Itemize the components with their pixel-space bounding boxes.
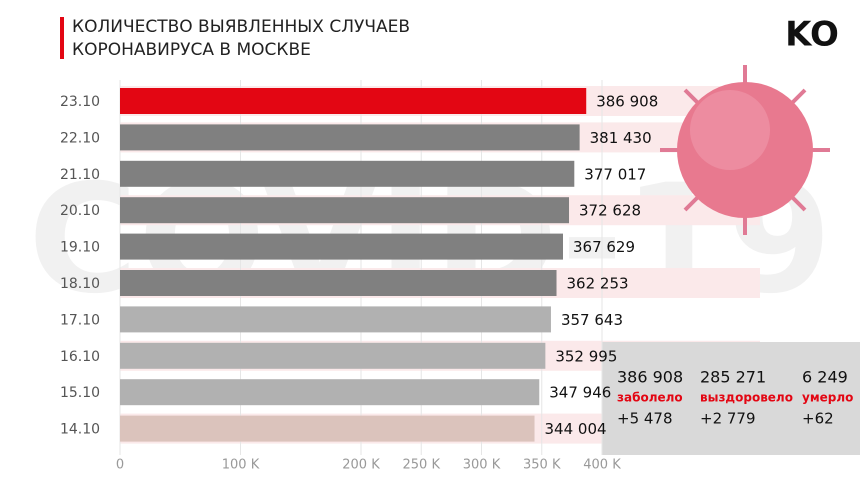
bar bbox=[120, 306, 551, 333]
bar bbox=[120, 124, 580, 151]
stats-box bbox=[602, 342, 860, 455]
bar bbox=[120, 88, 587, 114]
chart-title: КОРОНАВИРУСА В МОСКВЕ bbox=[72, 40, 311, 60]
x-tick-label: 200 K bbox=[342, 458, 380, 473]
y-tick-label: 15.10 bbox=[60, 385, 100, 401]
y-tick-label: 19.10 bbox=[60, 240, 100, 256]
value-label: 352 995 bbox=[555, 347, 617, 365]
value-label: 367 629 bbox=[573, 238, 635, 256]
y-tick-label: 14.10 bbox=[60, 422, 100, 438]
bar bbox=[120, 415, 535, 442]
bar bbox=[120, 233, 563, 260]
logo: KO bbox=[785, 15, 839, 55]
y-tick-label: 21.10 bbox=[60, 167, 100, 183]
x-tick-label: 100 K bbox=[222, 458, 260, 473]
y-tick-label: 23.10 bbox=[60, 94, 100, 110]
bar bbox=[120, 342, 546, 369]
y-tick-label: 17.10 bbox=[60, 312, 100, 328]
stat-change: +5 478 bbox=[617, 410, 673, 428]
x-tick-label: 250 K bbox=[403, 458, 441, 473]
y-tick-label: 22.10 bbox=[60, 130, 100, 146]
stat-label: заболело bbox=[617, 391, 683, 405]
value-label: 347 946 bbox=[549, 384, 611, 402]
y-tick-label: 20.10 bbox=[60, 203, 100, 219]
value-label: 372 628 bbox=[579, 202, 641, 220]
stat-change: +62 bbox=[802, 410, 834, 428]
value-label: 377 017 bbox=[584, 165, 646, 183]
bar bbox=[120, 197, 570, 224]
bar bbox=[120, 160, 575, 187]
stat-change: +2 779 bbox=[700, 410, 756, 428]
chart-title: КОЛИЧЕСТВО ВЫЯВЛЕННЫХ СЛУЧАЕВ bbox=[72, 17, 410, 37]
x-tick-label: 0 bbox=[116, 458, 124, 473]
stat-label: умерло bbox=[802, 391, 853, 405]
y-tick-label: 18.10 bbox=[60, 276, 100, 292]
title-accent bbox=[60, 17, 64, 59]
stat-value: 386 908 bbox=[617, 368, 683, 387]
stat-value: 285 271 bbox=[700, 368, 766, 387]
x-tick-label: 300 K bbox=[463, 458, 501, 473]
stat-label: выздоровело bbox=[700, 391, 793, 405]
stat-value: 6 249 bbox=[802, 368, 848, 387]
bar bbox=[120, 379, 540, 406]
x-tick-label: 400 K bbox=[583, 458, 621, 473]
value-label: 344 004 bbox=[545, 420, 607, 438]
value-label: 357 643 bbox=[561, 311, 623, 329]
value-label: 362 253 bbox=[567, 275, 629, 293]
value-label: 381 430 bbox=[590, 129, 652, 147]
bar bbox=[120, 270, 557, 296]
virus-illustration bbox=[660, 65, 830, 235]
value-label: 386 908 bbox=[596, 93, 658, 111]
x-tick-label: 350 K bbox=[523, 458, 561, 473]
y-tick-label: 16.10 bbox=[60, 349, 100, 365]
